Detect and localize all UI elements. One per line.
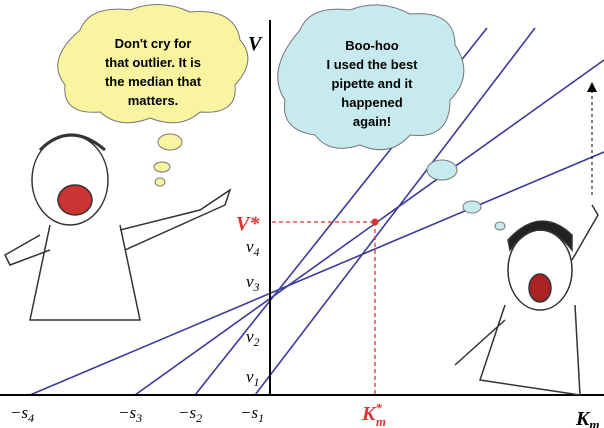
s-label-sub: 1 (258, 411, 264, 425)
v-label: v4 (246, 237, 260, 259)
crying-figure (455, 205, 598, 395)
bubble-dot (495, 222, 505, 230)
bubble-line: Don't cry for (115, 36, 192, 51)
s-label: −s4 (10, 403, 34, 425)
bubble-dot (154, 162, 170, 172)
bubble-line: the median that (105, 74, 202, 89)
s-label: −s3 (118, 403, 142, 425)
s-label: −s1 (240, 403, 264, 425)
bubble-line: I used the best (326, 57, 418, 72)
v-label: v1 (246, 367, 260, 389)
bubble-line: again! (353, 114, 391, 129)
page: V Km V* K*m v1v2v3v4 −s1−s2−s3−s4 Don't … (0, 0, 604, 428)
bubble-line: Boo-hoo (345, 38, 398, 53)
v-label: v3 (246, 272, 260, 294)
x-label-sub: m (589, 417, 599, 428)
arrow-head (587, 82, 597, 92)
bubble-line: that outlier. It is (105, 55, 201, 70)
s-labels: −s1−s2−s3−s4 (10, 403, 264, 425)
bubble-dot (155, 178, 165, 186)
k-sub: m (376, 414, 386, 428)
bubble-dot (427, 160, 457, 180)
k-star: K*m (361, 400, 386, 428)
v-label-sub: 2 (254, 335, 260, 349)
x-label: Km (575, 408, 599, 428)
s-label-main: −s (178, 403, 196, 422)
v-star: V* (236, 213, 260, 235)
s-label-sub: 4 (28, 411, 34, 425)
bubble-line: pipette and it (332, 76, 414, 91)
s-label: −s2 (178, 403, 202, 425)
v-label: v2 (246, 327, 260, 349)
bubble-line: matters. (128, 93, 179, 108)
s-label-main: −s (118, 403, 136, 422)
v-label-sub: 3 (253, 280, 260, 294)
v-label-sub: 4 (254, 245, 260, 259)
v-label-sub: 1 (254, 375, 260, 389)
s-label-main: −s (240, 403, 258, 422)
s-label-main: −s (10, 403, 28, 422)
k-sup: * (375, 400, 382, 415)
s-label-sub: 3 (135, 411, 142, 425)
v-labels: v1 v2 v3 v4 (246, 237, 260, 389)
bubble-dot (463, 201, 481, 213)
bubble-dot (158, 134, 182, 150)
bubble-line: happened (341, 95, 402, 110)
median-point (372, 219, 379, 226)
happy-figure (5, 135, 230, 320)
s-label-sub: 2 (196, 411, 202, 425)
y-label: V (248, 33, 263, 55)
